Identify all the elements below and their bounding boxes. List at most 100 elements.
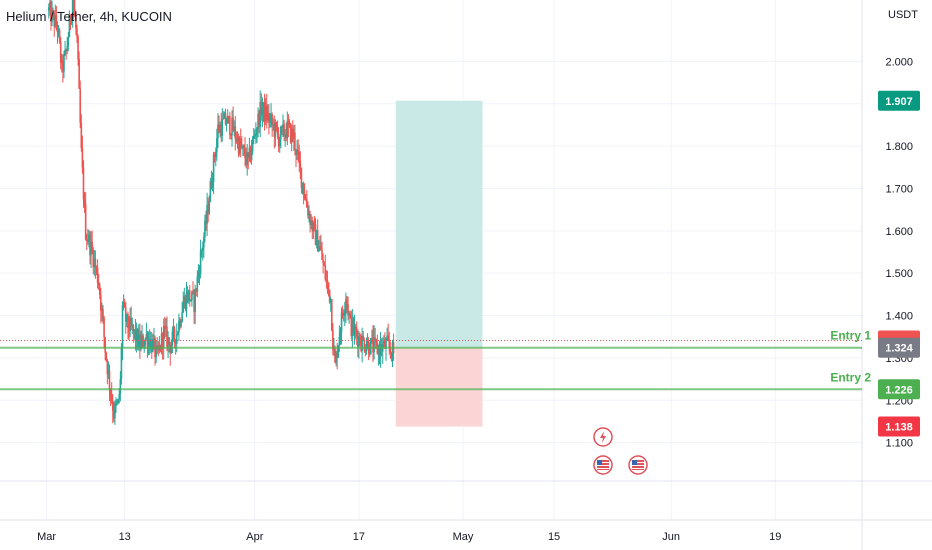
us-flag-icon[interactable] (628, 455, 648, 475)
candle-body (390, 352, 393, 360)
candle-body (212, 154, 215, 182)
candle-body (166, 326, 168, 347)
target-price-tag-bg[interactable] (878, 90, 920, 111)
position-zones[interactable] (395, 100, 483, 427)
candle-body (147, 339, 150, 348)
candle-body (351, 319, 354, 336)
candle-body (389, 347, 392, 353)
x-tick-label: 17 (353, 531, 365, 543)
candle-body (286, 120, 289, 139)
candle-body (140, 339, 142, 349)
candle-body (213, 154, 216, 158)
candle-body (87, 239, 89, 242)
candle-body (229, 116, 231, 135)
candle-body (247, 152, 250, 158)
candle-body (386, 335, 388, 341)
candle-body (203, 237, 205, 248)
y-tick-label: 1.400 (885, 311, 913, 323)
lightning-icon-glyph (600, 431, 606, 443)
candle-body (332, 330, 334, 350)
current-price-tag-text: 1.324 (885, 343, 913, 355)
lightning-icon[interactable] (593, 427, 613, 447)
candle-body (324, 265, 327, 280)
candle-body (98, 285, 101, 295)
candle-body (250, 151, 253, 161)
time-axis[interactable]: Mar 13 Apr 17 May 15 Jun 19 (37, 531, 781, 543)
candle-body (120, 348, 123, 380)
candle-body (347, 304, 349, 316)
current-price-tag-bg[interactable] (878, 337, 920, 358)
candle-body (271, 114, 273, 125)
candle-body (224, 113, 227, 125)
candle-body (290, 128, 293, 143)
currency-label: USDT (888, 9, 918, 21)
candle-body (370, 338, 372, 355)
candle-body (294, 132, 296, 150)
candle-body (325, 279, 328, 281)
candle-body (100, 294, 102, 311)
event-markers[interactable] (593, 427, 648, 475)
candle-body (384, 340, 386, 349)
stop-price-tag-bg[interactable] (878, 416, 920, 437)
candle-body (245, 158, 247, 165)
candle-body (234, 126, 237, 139)
candle-body (308, 213, 310, 216)
candle-body (209, 181, 212, 202)
candle-body (57, 30, 60, 33)
candle-body (181, 312, 183, 322)
candle-body (374, 337, 376, 340)
x-tick-label: 13 (119, 531, 131, 543)
loss-zone[interactable] (395, 347, 483, 427)
price-axis[interactable]: 1.1001.2001.3001.4001.5001.6001.7001.800… (878, 56, 920, 450)
candle-body (106, 360, 109, 375)
candle-body (281, 126, 283, 128)
candle-body (79, 88, 82, 124)
candle-body (197, 272, 200, 277)
candle-body (216, 138, 218, 153)
y-tick-label: 1.100 (885, 438, 913, 450)
candle-body (66, 45, 69, 52)
candle-body (82, 167, 85, 200)
candle-body (168, 337, 170, 344)
candle-body (289, 123, 292, 143)
candle-body (221, 118, 224, 136)
candle-body (180, 321, 182, 327)
candle-body (304, 198, 307, 200)
candle-body (184, 296, 187, 309)
profit-zone[interactable] (395, 100, 483, 348)
candle-body (114, 404, 116, 419)
candle-body (139, 334, 141, 349)
candle-body (350, 316, 353, 336)
candle-body (267, 113, 269, 121)
entry2-price-tag-bg[interactable] (878, 379, 920, 400)
candle-body (299, 161, 302, 168)
candle-body (165, 326, 167, 329)
candle-body (80, 123, 83, 149)
candle-body (191, 291, 193, 301)
candle-body (193, 292, 195, 313)
candle-body (185, 292, 188, 309)
candle-body (296, 149, 298, 155)
candle-body (280, 126, 282, 140)
candle-body (130, 317, 132, 327)
candle-body (309, 213, 311, 225)
horizontal-lines[interactable]: Entry 1 Entry 2 (0, 329, 871, 391)
candle-body (62, 59, 64, 72)
candle-body (119, 379, 122, 395)
candle-body (303, 194, 306, 199)
candle-body (353, 326, 356, 335)
x-tick-label: Jun (662, 531, 680, 543)
candle-body (132, 325, 135, 332)
candle-body (240, 146, 243, 148)
candle-body (178, 320, 180, 333)
candle-body (195, 289, 198, 292)
us-flag-icon[interactable] (593, 455, 613, 475)
candle-body (171, 331, 174, 346)
candle-body (282, 124, 284, 128)
candle-body (141, 335, 143, 340)
candle-body (93, 258, 96, 268)
candle-body (239, 138, 242, 147)
x-tick-label: 15 (548, 531, 560, 543)
